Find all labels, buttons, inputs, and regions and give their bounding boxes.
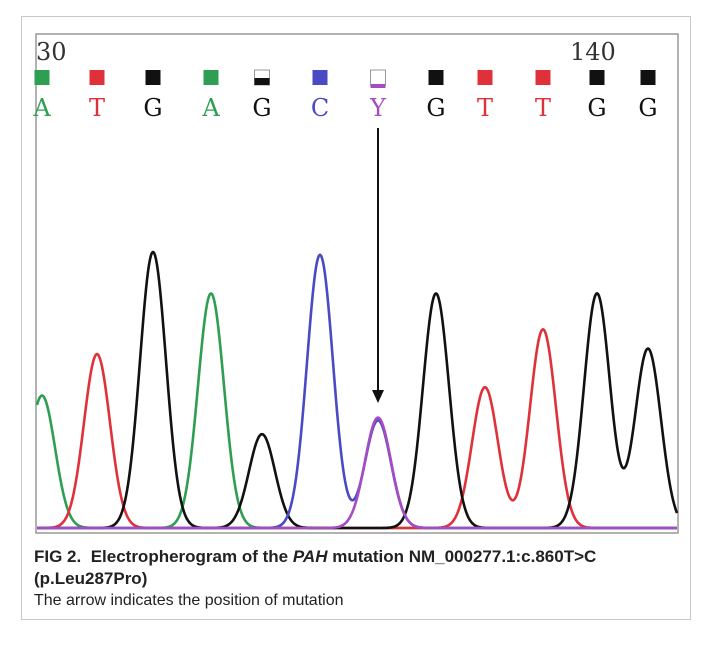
caption-title: FIG 2. Electropherogram of the PAH mutat… bbox=[34, 546, 674, 590]
base-quality-square bbox=[370, 69, 386, 88]
figure-caption: FIG 2. Electropherogram of the PAH mutat… bbox=[34, 546, 674, 612]
mutation-annotation bbox=[372, 128, 384, 403]
caption-note: The arrow indicates the position of muta… bbox=[34, 592, 344, 609]
base-call-letter: T bbox=[477, 94, 493, 122]
base-quality-square bbox=[89, 70, 105, 85]
trace-C bbox=[36, 253, 678, 530]
base-quality-square bbox=[589, 70, 605, 85]
base-quality-square bbox=[640, 70, 656, 85]
plot-border bbox=[35, 33, 679, 534]
base-call-letter: G bbox=[426, 94, 445, 122]
base-quality-square bbox=[203, 70, 219, 85]
caption-title-pre: Electropherogram of the bbox=[90, 547, 289, 566]
base-call-letter: A bbox=[32, 94, 51, 122]
base-quality-square bbox=[254, 69, 270, 86]
caption-gene: PAH bbox=[292, 547, 328, 566]
base-quality-square bbox=[477, 70, 493, 85]
trace-Y bbox=[36, 416, 678, 530]
caption-fig-label: FIG 2. bbox=[34, 547, 82, 566]
mutation-arrow-head bbox=[372, 390, 384, 403]
tick-label-start: 30 bbox=[36, 38, 67, 66]
base-quality-square bbox=[34, 70, 50, 85]
base-quality-squares bbox=[34, 69, 656, 88]
caption-title-post: mutation NM_000277.1:c.860T>C (p.Leu287P… bbox=[34, 547, 597, 588]
base-quality-square bbox=[312, 70, 328, 85]
base-call-letter: T bbox=[89, 94, 105, 122]
base-call-letter: G bbox=[587, 94, 606, 122]
trace-G bbox=[36, 250, 679, 530]
trace-lines bbox=[35, 250, 679, 530]
base-call-letter: C bbox=[311, 94, 329, 122]
base-call-letter: G bbox=[252, 94, 271, 122]
base-call-letter: T bbox=[535, 94, 551, 122]
base-call-letter: Y bbox=[369, 94, 387, 122]
base-call-letter: G bbox=[638, 94, 657, 122]
base-quality-square bbox=[428, 70, 444, 85]
figure-frame bbox=[21, 16, 691, 620]
base-call-letter: A bbox=[201, 94, 220, 122]
base-quality-square bbox=[145, 70, 161, 85]
base-quality-square bbox=[535, 70, 551, 85]
base-call-letter: G bbox=[143, 94, 162, 122]
tick-label-end: 140 bbox=[570, 38, 616, 66]
